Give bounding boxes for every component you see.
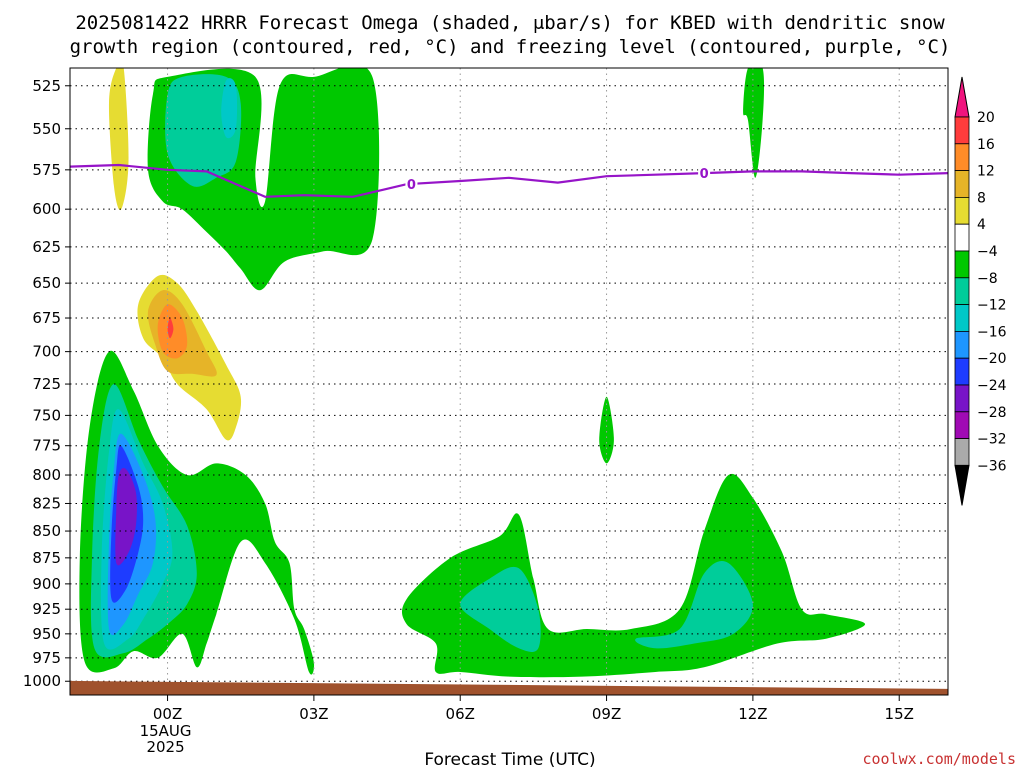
y-tick-label-11: 800 — [32, 466, 61, 484]
colorbar-label-11: −28 — [977, 405, 1007, 421]
chart-title-line-1: 2025081422 HRRR Forecast Omega (shaded, … — [75, 12, 945, 34]
y-tick-label-8: 725 — [32, 375, 61, 393]
x-tick-label-1: 03Z — [299, 705, 328, 723]
colorbar-swatch-3 — [954, 170, 970, 198]
y-tick-label-19: 1000 — [23, 672, 61, 690]
colorbar-label-10: −24 — [977, 378, 1007, 394]
colorbar-swatch-5 — [954, 223, 970, 252]
x-tick-label-0: 00Z — [153, 705, 182, 723]
colorbar-label-8: −16 — [977, 324, 1007, 340]
y-tick-label-10: 775 — [32, 437, 61, 455]
colorbar-swatch-12 — [954, 411, 970, 439]
surface-layer — [70, 680, 948, 695]
colorbar-label-5: −4 — [977, 244, 998, 260]
freezing-level-label-1: 0 — [700, 167, 709, 182]
colorbar-label-9: −20 — [977, 351, 1007, 367]
omega-ascent-12z-green — [743, 68, 765, 178]
y-axis: 525 550 575 600 625 650 675 700 725 750 775 800 825 8… — [23, 77, 70, 690]
colorbar-label-13: −36 — [977, 458, 1007, 474]
colorbar-label-12: −32 — [977, 432, 1007, 448]
grid-lines — [70, 68, 948, 695]
y-tick-label-15: 900 — [32, 575, 61, 593]
colorbar-swatch-9 — [954, 330, 970, 359]
colorbar-label-3: 8 — [977, 190, 986, 206]
omega-descent-upper-yellow — [108, 68, 129, 211]
y-tick-label-16: 925 — [32, 600, 61, 618]
y-tick-label-18: 975 — [32, 649, 61, 667]
x-tick-label-4: 12Z — [738, 705, 767, 723]
x-date-label-1: 2025 — [146, 738, 184, 756]
colorbar-label-4: 4 — [977, 217, 986, 233]
omega-descent-red — [167, 318, 174, 339]
colorbar-swatch-6 — [954, 250, 970, 279]
colorbar-top-arrow — [954, 76, 970, 118]
credit-link[interactable]: coolwx.com/models — [862, 750, 1016, 768]
colorbar-label-2: 12 — [977, 164, 995, 180]
x-tick-label-2: 06Z — [446, 705, 475, 723]
colorbar-label-7: −12 — [977, 298, 1007, 314]
y-tick-label-7: 700 — [32, 343, 61, 361]
colorbar-swatch-1 — [954, 116, 970, 145]
colorbar: 20 16 12 8 4 −4 −8 −12 −16 −20 −24 −28 −32 −36 — [954, 76, 1007, 506]
freezing-level-label-bg-0 — [405, 176, 418, 192]
y-tick-label-12: 825 — [32, 494, 61, 512]
freezing-level-contour: 00 — [70, 163, 948, 198]
omega-ascent-09z-green — [599, 396, 614, 464]
colorbar-swatch-8 — [954, 304, 970, 332]
omega-ascent-06z-green — [401, 473, 866, 678]
plot-area: 00 — [69, 67, 949, 696]
colorbar-label-1: 16 — [977, 137, 995, 153]
colorbar-label-0: 20 — [977, 110, 995, 126]
omega-shaded-regions — [79, 68, 866, 678]
colorbar-swatch-2 — [954, 143, 970, 172]
freezing-level-label-bg-1 — [698, 165, 711, 181]
surface-ground — [70, 680, 948, 695]
omega-ascent-mid-cyan — [221, 78, 238, 139]
colorbar-label-6: −8 — [977, 271, 998, 287]
y-tick-label-0: 525 — [32, 77, 61, 95]
colorbar-swatch-13 — [954, 438, 970, 466]
y-tick-label-3: 600 — [32, 200, 61, 218]
freezing-level-line — [70, 163, 948, 198]
freezing-level-label-0: 0 — [407, 178, 416, 193]
colorbar-bottom-arrow — [954, 464, 970, 506]
colorbar-swatch-11 — [954, 384, 970, 413]
y-tick-label-1: 550 — [32, 120, 61, 138]
colorbar-swatch-4 — [954, 196, 970, 225]
colorbar-swatch-10 — [954, 357, 970, 386]
y-tick-label-9: 750 — [32, 406, 61, 424]
y-tick-label-14: 875 — [32, 549, 61, 567]
y-tick-label-13: 850 — [32, 522, 61, 540]
y-tick-label-4: 625 — [32, 238, 61, 256]
chart-title-line-2: growth region (contoured, red, °C) and f… — [70, 36, 951, 58]
x-tick-label-3: 09Z — [592, 705, 621, 723]
omega-ascent-11z-teal — [635, 561, 753, 649]
y-tick-label-6: 675 — [32, 309, 61, 327]
y-tick-label-17: 950 — [32, 625, 61, 643]
x-axis-label: Forecast Time (UTC) — [424, 750, 595, 768]
y-tick-label-5: 650 — [32, 274, 61, 292]
y-tick-label-2: 575 — [32, 161, 61, 179]
x-date-label-0: 15AUG — [140, 722, 192, 740]
omega-ascent-low-purple — [115, 467, 137, 566]
colorbar-swatch-7 — [954, 277, 970, 305]
plot-frame — [69, 67, 949, 696]
x-tick-label-5: 15Z — [885, 705, 914, 723]
